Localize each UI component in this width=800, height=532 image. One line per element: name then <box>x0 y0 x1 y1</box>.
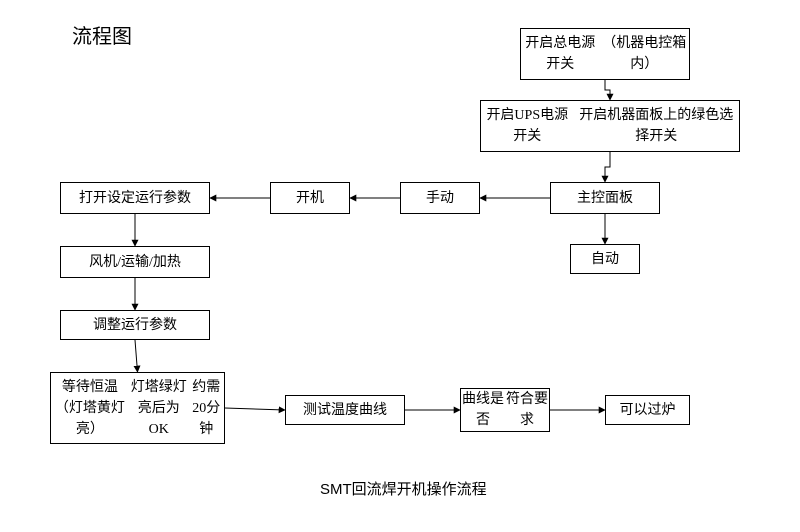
edge-n2-n3 <box>605 152 610 182</box>
flowchart-node-n1: 开启总电源开关（机器电控箱内） <box>520 28 690 80</box>
page-title: 流程图 <box>72 20 132 49</box>
flowchart-node-n13: 可以过炉 <box>605 395 690 425</box>
flowchart-node-n4: 自动 <box>570 244 640 274</box>
edge-n10-n11 <box>225 408 285 410</box>
edge-n9-n10 <box>135 340 138 372</box>
edge-n1-n2 <box>605 80 610 100</box>
flowchart-node-n3: 主控面板 <box>550 182 660 214</box>
figure-caption: SMT回流焊开机操作流程 <box>320 478 487 499</box>
flowchart-node-n7: 打开设定运行参数 <box>60 182 210 214</box>
flowchart-node-n2: 开启UPS电源开关开启机器面板上的绿色选择开关 <box>480 100 740 152</box>
flowchart-node-n10: 等待恒温（灯塔黄灯亮）灯塔绿灯亮后为OK约需20分钟 <box>50 372 225 444</box>
flowchart-node-n8: 风机/运输/加热 <box>60 246 210 278</box>
flowchart-node-n5: 手动 <box>400 182 480 214</box>
flowchart-node-n9: 调整运行参数 <box>60 310 210 340</box>
flowchart-node-n6: 开机 <box>270 182 350 214</box>
flowchart-node-n11: 测试温度曲线 <box>285 395 405 425</box>
flowchart-node-n12: 曲线是否符合要求 <box>460 388 550 432</box>
